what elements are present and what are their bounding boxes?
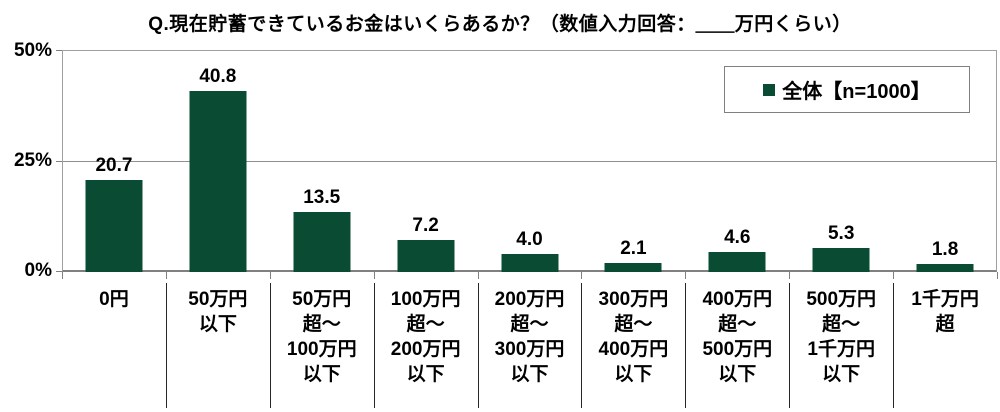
bar-cell: 7.2 (374, 50, 478, 272)
x-axis-category-label: 200万円超〜 300万円以下 (478, 287, 582, 387)
x-axis-category-label-line: 0円 (99, 289, 129, 310)
y-axis-tick (56, 50, 62, 51)
x-axis-tick (789, 272, 791, 279)
x-axis-category-label: 400万円超〜 500万円以下 (685, 287, 789, 387)
bar (189, 91, 247, 272)
bar (812, 248, 870, 272)
bar (85, 180, 143, 272)
x-axis-category-label-line: 300万円 (598, 289, 669, 310)
x-axis-tick (893, 272, 895, 279)
legend-series-label: 全体【n=1000】 (782, 81, 931, 103)
bar-cell: 4.0 (478, 50, 582, 272)
category-separator-line (165, 283, 167, 408)
y-axis-tick (56, 271, 62, 272)
x-axis-category-label: 1千万円超 (893, 287, 997, 387)
bar-cell: 1.8 (893, 50, 997, 272)
x-axis-category-label: 0円 (62, 287, 166, 387)
category-separator-line (477, 283, 479, 408)
category-separator-line (789, 283, 791, 408)
x-axis-tick (62, 272, 63, 279)
x-axis-category-label: 50万円以下 (166, 287, 270, 387)
x-axis-tick (373, 272, 375, 279)
bar (501, 254, 558, 272)
x-axis-tick (997, 272, 998, 279)
bar-cell: 4.6 (685, 50, 789, 272)
bars-layer: 20.7 40.8 13.5 7.2 4.0 2.1 4.6 5.3 1.8 (62, 50, 997, 272)
x-axis-category-label-line: 超〜 (510, 314, 549, 335)
x-axis-category-label-line: 超〜 (302, 314, 341, 335)
bar-cell: 2.1 (581, 50, 685, 272)
x-axis-category-label: 100万円超〜 200万円以下 (374, 287, 478, 387)
bar-cell: 13.5 (270, 50, 374, 272)
legend: 全体【n=1000】 (724, 66, 970, 113)
x-axis-category-label-line: 超〜 (406, 314, 445, 335)
x-axis-category-label-line: 500万円 (806, 289, 877, 310)
category-separator-line (685, 283, 687, 408)
bar-value-label: 20.7 (95, 155, 133, 176)
bar-value-label: 1.8 (931, 239, 959, 260)
bar-cell: 40.8 (166, 50, 270, 272)
y-axis-label-50: 50% (13, 40, 52, 61)
bar (604, 263, 662, 272)
x-axis-tick (477, 272, 479, 279)
y-axis-label-25: 25% (13, 150, 52, 171)
category-separator-line (893, 283, 895, 408)
x-axis-category-label-line: 超〜 (718, 314, 757, 335)
x-axis-category-label-line: 以下 (302, 364, 341, 385)
bar (916, 264, 974, 272)
x-axis-category-label-line: 200万円 (390, 339, 461, 360)
x-axis-category-label-line: 100万円 (390, 289, 461, 310)
bar-value-label: 13.5 (303, 187, 341, 208)
x-axis-category-label-line: 500万円 (702, 339, 773, 360)
x-axis-category-label-line: 以下 (614, 364, 653, 385)
bar-value-label: 7.2 (412, 215, 439, 236)
bar-value-label: 5.3 (827, 223, 855, 244)
x-axis-category-label-line: 超〜 (822, 314, 861, 335)
chart-title: Q.現在貯蓄できているお金はいくらあるか？（数値入力回答：＿＿万円くらい） (148, 14, 852, 35)
x-axis-tick (165, 272, 167, 279)
bar-cell: 20.7 (62, 50, 166, 272)
bar (397, 240, 455, 272)
x-axis-category-label-line: 100万円 (286, 339, 357, 360)
x-axis-category-label-line: 400万円 (598, 339, 669, 360)
x-axis-labels: 0円 50万円 以下 50万円 超〜 100万円 以下 100万円 超〜 200万円 以下 200万円… (62, 287, 997, 387)
x-axis-category-label-line: 1千万円 (807, 339, 875, 360)
x-axis-category-label: 50万円超〜 100万円以下 (270, 287, 374, 387)
x-axis-category-label-line: 1千万円 (911, 289, 979, 310)
x-axis-category-label: 300万円超〜 400万円以下 (581, 287, 685, 387)
x-axis-category-label-line: 以下 (718, 364, 757, 385)
y-axis-tick (56, 161, 62, 162)
x-axis-category-label-line: 50万円 (188, 289, 248, 310)
x-axis-category-label-line: 400万円 (702, 289, 773, 310)
x-axis-category-label-line: 300万円 (494, 339, 565, 360)
legend-series-marker-icon (763, 83, 776, 96)
y-axis-label-0: 0% (24, 260, 52, 281)
x-axis-category-label-line: 以下 (406, 364, 445, 385)
category-separator-line (269, 283, 271, 408)
x-axis-tick (269, 272, 271, 279)
x-axis-category-label-line: 以下 (822, 364, 861, 385)
category-separator-line (373, 283, 375, 408)
bar-value-label: 40.8 (199, 66, 237, 87)
x-axis-category-label-line: 以下 (510, 364, 549, 385)
x-axis-tick (685, 272, 687, 279)
x-axis-category-label-line: 以下 (198, 314, 237, 335)
bar (708, 252, 766, 272)
bar-value-label: 2.1 (620, 238, 647, 259)
category-separator-line (581, 283, 583, 408)
x-axis-category-label: 500万円超〜 1千万円以下 (789, 287, 893, 387)
x-axis-category-label-line: 50万円 (292, 289, 352, 310)
x-axis-category-label-line: 200万円 (494, 289, 565, 310)
bar-value-label: 4.6 (724, 227, 751, 248)
bar-value-label: 4.0 (516, 229, 543, 250)
x-axis-tick (581, 272, 583, 279)
x-axis-category-label-line: 超〜 (614, 314, 653, 335)
x-axis-category-label-line: 超 (935, 314, 955, 335)
bar-cell: 5.3 (789, 50, 893, 272)
gridline-25-percent (63, 160, 996, 162)
bar (293, 212, 351, 272)
